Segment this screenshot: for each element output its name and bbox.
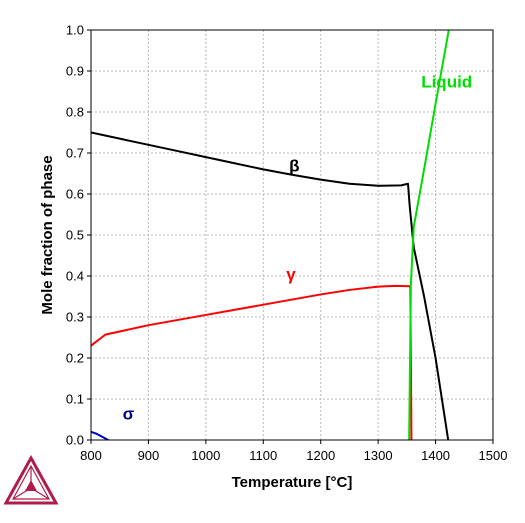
y-tick-label: 0.1 [66, 392, 84, 407]
y-tick-label: 0.2 [66, 351, 84, 366]
series-line-1 [91, 284, 413, 440]
series-layer [91, 30, 450, 440]
series-line-2 [408, 30, 450, 440]
y-tick-label: 0.9 [66, 64, 84, 79]
y-tick-label: 0.3 [66, 310, 84, 325]
x-tick-label: 1000 [191, 448, 220, 463]
y-tick-label: 0.8 [66, 105, 84, 120]
y-axis-title: Mole fraction of phase [39, 155, 56, 314]
y-tick-label: 1.0 [66, 23, 84, 38]
phase-label-2: Liquid [421, 72, 472, 91]
x-tick-label: 1500 [479, 448, 508, 463]
phase-label-3: σ [123, 405, 135, 424]
thermo-calc-logo-icon [3, 454, 59, 505]
y-tick-label: 0.0 [66, 433, 84, 448]
annotation-layer: β γ Liquid σ [123, 72, 473, 423]
x-tick-label: 1400 [421, 448, 450, 463]
x-axis-title: Temperature [°C] [232, 474, 353, 491]
x-tick-label: 1100 [249, 448, 277, 463]
x-tick-label: 900 [138, 448, 160, 463]
x-tick-label: 1300 [364, 448, 393, 463]
x-tick-label: 800 [80, 448, 102, 463]
phase-label-0: β [289, 156, 299, 175]
y-tick-label: 0.7 [66, 146, 84, 161]
series-line-3 [91, 430, 110, 440]
y-tick-label: 0.6 [66, 187, 84, 202]
tick-layer: 800 900 1000 1100 1200 1300 1400 1500 0.0 0.1 0.2 0… [66, 23, 508, 464]
series-line-0 [91, 131, 450, 440]
grid-layer [91, 30, 493, 440]
x-tick-label: 1200 [306, 448, 335, 463]
y-tick-label: 0.4 [66, 269, 84, 284]
y-tick-label: 0.5 [66, 228, 84, 243]
phase-label-1: γ [286, 265, 296, 284]
